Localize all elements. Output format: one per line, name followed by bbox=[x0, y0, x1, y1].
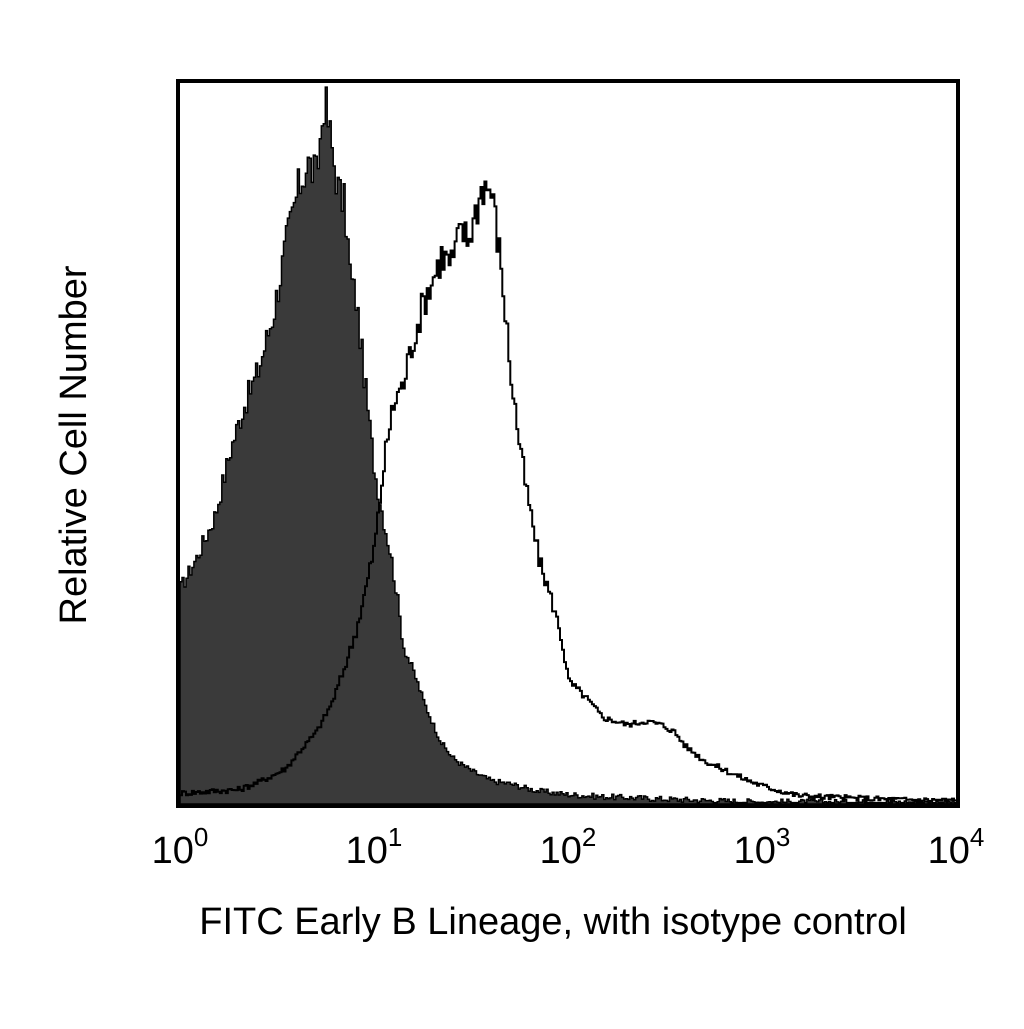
x-tick-label-4: 104 bbox=[928, 822, 985, 872]
stained-sample-histogram bbox=[180, 180, 957, 804]
x-tick-labels: 100 101 102 103 104 bbox=[152, 822, 985, 872]
isotype-control-histogram bbox=[179, 86, 957, 805]
x-tick-label-2: 102 bbox=[540, 822, 597, 872]
series-layer bbox=[179, 86, 957, 805]
x-tick-label-3: 103 bbox=[734, 822, 791, 872]
x-tick-label-1: 101 bbox=[346, 822, 403, 872]
x-tick-label-0: 100 bbox=[152, 822, 209, 872]
plot-frame bbox=[176, 79, 960, 808]
x-axis-label: FITC Early B Lineage, with isotype contr… bbox=[199, 901, 907, 943]
y-axis-label: Relative Cell Number bbox=[53, 265, 95, 624]
